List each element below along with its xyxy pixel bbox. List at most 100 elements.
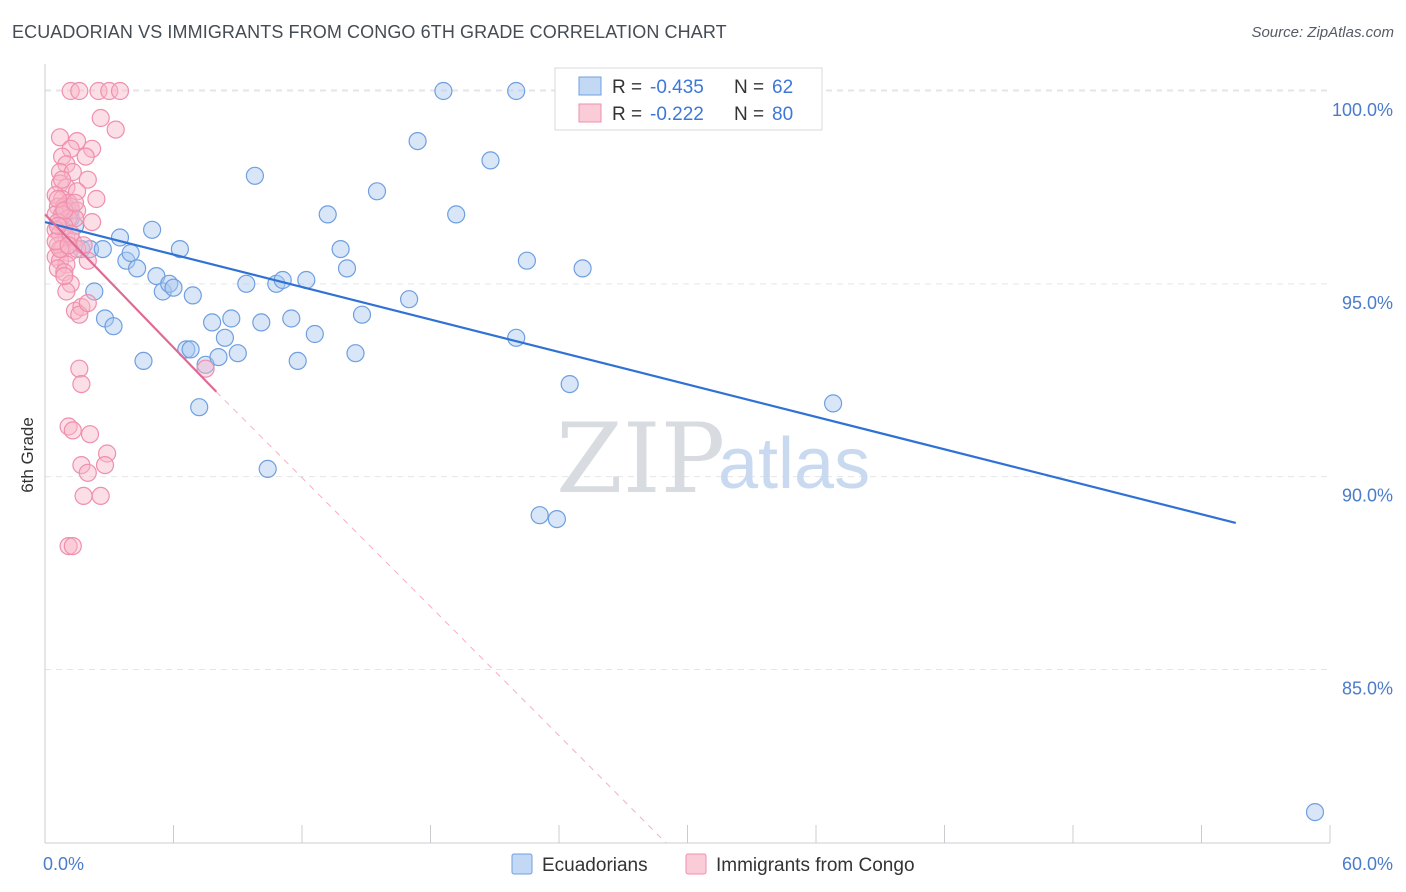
watermark-atlas: atlas (718, 424, 870, 504)
congo-point-5 (91, 108, 110, 128)
ecuadorian-trend-line (44, 221, 1237, 524)
congo-point-71 (87, 189, 106, 209)
bottom-legend-label-ecuadorians: Ecuadorians (542, 855, 648, 876)
ecuadorian-point-28 (237, 274, 256, 293)
ecuadorian-point-24 (209, 348, 228, 367)
ecuadorian-point-27 (228, 344, 247, 363)
congo-point-66 (48, 189, 68, 209)
congo-point-65 (196, 359, 215, 378)
ecuadorian-point-10 (121, 243, 140, 263)
ecuadorian-point-57 (1305, 802, 1325, 822)
data-points (46, 81, 1325, 822)
ecuadorian-point-34 (282, 309, 301, 328)
watermark-zip: ZIP (556, 403, 725, 515)
legend-swatch-congo (578, 103, 602, 123)
ecuadorian-point-54 (560, 375, 579, 394)
legend-r-label-2: R = (612, 104, 642, 125)
x-tick-label-1: 60.0% (1342, 854, 1393, 874)
x-tick-label-0: 0.0% (43, 854, 84, 874)
ecuadorian-point-45 (408, 132, 427, 151)
ecuadorian-point-39 (331, 240, 350, 259)
legend-n-label-2: N = (734, 104, 764, 125)
ecuadorian-point-41 (346, 344, 365, 363)
congo-point-2 (89, 81, 108, 101)
congo-point-72 (82, 213, 102, 232)
ecuadorian-point-51 (517, 251, 537, 270)
ecuadorian-point-23 (203, 313, 222, 332)
congo-point-79 (55, 267, 74, 286)
congo-point-76 (65, 193, 85, 212)
ecuadorian-point-19 (177, 340, 196, 359)
congo-point-3 (100, 81, 119, 101)
ecuadorian-point-11 (128, 259, 147, 278)
ecuadorian-point-49 (507, 81, 526, 101)
congo-point-47 (78, 251, 97, 270)
legend-n-label-1: N = (734, 77, 764, 98)
y-tick-label-3: 100.0% (1332, 100, 1393, 120)
ecuadorian-point-12 (134, 351, 153, 370)
y-axis-label: 6th Grade (18, 417, 37, 493)
y-tick-label-1: 90.0% (1342, 486, 1393, 506)
trend-lines (44, 213, 1237, 844)
congo-point-51 (78, 294, 97, 313)
congo-point-75 (76, 147, 95, 166)
ecuadorian-point-53 (547, 509, 567, 529)
bottom-legend: Ecuadorians Immigrants from Congo (511, 853, 915, 876)
legend-n-value-2: 80 (772, 104, 793, 125)
congo-point-1 (70, 81, 89, 101)
ecuadorian-point-35 (288, 351, 307, 370)
legend: R = -0.435 N = 62 R = -0.222 N = 80 (554, 67, 823, 131)
congo-point-61 (74, 486, 93, 505)
ecuadorian-point-56 (823, 394, 843, 413)
y-tick-label-0: 85.0% (1342, 678, 1393, 698)
congo-point-4 (110, 81, 130, 101)
ecuadorian-point-18 (170, 240, 189, 259)
ecuadorian-point-47 (447, 205, 466, 224)
grid-lines (45, 89, 1330, 670)
congo-point-63 (59, 536, 78, 556)
ecuadorian-point-20 (183, 286, 202, 305)
ecuadorian-point-59 (93, 240, 112, 259)
ecuadorian-point-48 (481, 151, 500, 170)
legend-r-value-1: -0.435 (650, 77, 704, 98)
congo-point-59 (97, 444, 117, 463)
congo-point-70 (57, 282, 76, 301)
ecuadorian-point-21 (190, 398, 209, 417)
ecuadorian-point-17 (164, 278, 183, 297)
ecuadorian-point-25 (215, 328, 234, 347)
congo-point-15 (78, 170, 97, 189)
congo-point-43 (55, 263, 74, 282)
ecuadorian-point-37 (305, 324, 324, 344)
ecuadorian-point-30 (252, 313, 271, 332)
ecuadorian-point-55 (573, 259, 592, 278)
ecuadorian-point-5 (85, 282, 104, 301)
congo-point-7 (50, 128, 70, 147)
congo-point-60 (95, 456, 115, 475)
bottom-legend-label-congo: Immigrants from Congo (716, 855, 915, 876)
chart-title: ECUADORIAN VS IMMIGRANTS FROM CONGO 6TH … (12, 22, 727, 42)
ecuadorian-point-46 (434, 81, 453, 101)
legend-n-value-1: 62 (772, 77, 793, 98)
ecuadorian-point-52 (530, 506, 549, 525)
congo-point-55 (63, 421, 82, 440)
ecuadorian-point-31 (258, 459, 277, 478)
y-tick-labels: 85.0% 90.0% 95.0% 100.0% (1332, 100, 1393, 698)
axes (44, 64, 1331, 844)
congo-point-52 (70, 359, 89, 378)
ecuadorian-point-44 (400, 290, 419, 309)
congo-point-74 (52, 170, 72, 189)
congo-point-78 (59, 236, 78, 255)
congo-point-6 (106, 120, 125, 139)
congo-point-58 (78, 463, 97, 482)
chart-source: Source: ZipAtlas.com (1251, 24, 1394, 41)
legend-r-value-2: -0.222 (650, 104, 704, 125)
watermark: ZIP atlas (556, 403, 870, 515)
ecuadorian-point-7 (104, 317, 123, 336)
legend-r-label-1: R = (612, 77, 642, 98)
y-tick-label-2: 95.0% (1342, 293, 1393, 313)
ecuadorian-point-42 (352, 305, 372, 324)
congo-trend-extension (215, 391, 667, 844)
ecuadorian-point-26 (222, 309, 241, 328)
legend-swatch-ecuadorians (578, 76, 602, 96)
